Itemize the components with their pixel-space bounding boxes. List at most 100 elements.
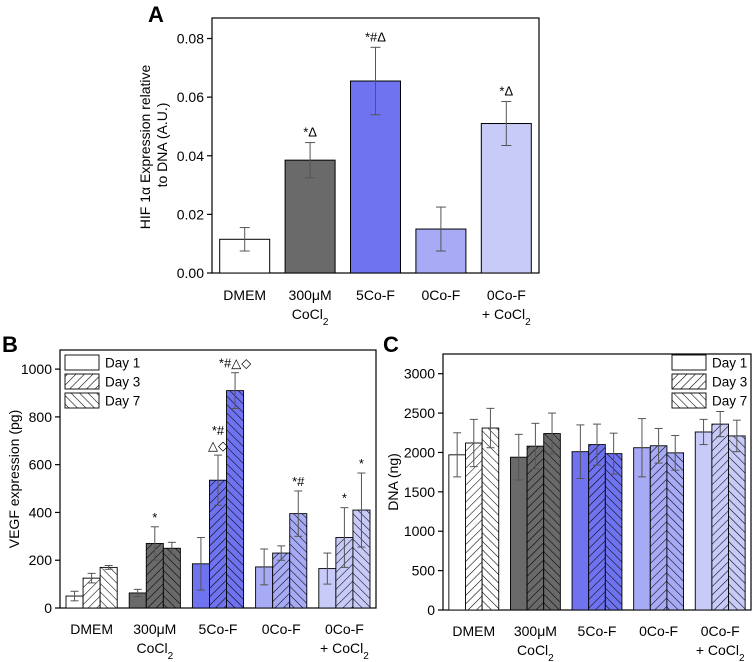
panel-c-bar-hatch: [650, 445, 667, 610]
panel-a-y-tick-label: 0.00: [177, 265, 204, 281]
panel-b-significance-label: *: [152, 510, 157, 525]
panel-b-legend-label: Day 1: [105, 356, 140, 371]
panel-c-y-axis-title: DNA (ng): [385, 453, 401, 511]
panel-b-x-label-line2: CoCl2: [136, 640, 173, 662]
panel-c-bar-hatch: [527, 446, 544, 610]
panel-c-dna-chart: DNA (ng) 0 500 1000 1500 2000 2500 3000 DMEM 30…: [385, 353, 752, 662]
panel-a-x-label-line2: CoCl2: [292, 306, 329, 328]
panel-b-bar-hatch: [226, 390, 244, 608]
panel-c-legend-label: Day 7: [712, 394, 747, 409]
panel-a-y-title-line2: to DNA (A.U.): [154, 103, 170, 188]
panel-c-y-tick-label: 3000: [404, 366, 435, 382]
panel-a-significance-label: *Δ: [499, 84, 513, 99]
panel-c-bar: [633, 447, 651, 610]
panel-c-y-tick-label: 1500: [404, 484, 435, 500]
panel-c-legend-label: Day 3: [712, 375, 747, 390]
panel-b-y-tick-label: 1000: [21, 361, 52, 377]
panel-b-bar-hatch: [352, 510, 370, 608]
panel-c-bar-hatch: [605, 453, 622, 610]
panel-b-bar-hatch: [335, 537, 353, 608]
panel-c-bar-hatch: [465, 443, 483, 610]
panel-a-y-axis-title: HIF 1α Expression relative to DNA (A.U.): [137, 61, 170, 229]
panel-c-legend-label: Day 1: [712, 356, 747, 371]
panel-a-x-label: 300μM: [289, 287, 332, 303]
panel-c-x-label: 300μM: [514, 623, 557, 639]
panel-c-bar: [448, 454, 466, 610]
panel-b-vegf-chart: VEGF expression (pg) 0 200 400 600 800 1000 *…: [6, 349, 377, 662]
panel-b-bar-hatch: [146, 543, 164, 608]
panel-b-legend-swatch: [64, 373, 100, 390]
panel-b-y-tick-label: 400: [29, 504, 53, 520]
panel-b-legend: Day 1 Day 3 Day 7: [64, 354, 140, 409]
panel-b-bar-hatch: [83, 578, 101, 608]
panel-c-bar-hatch: [666, 452, 684, 610]
panel-b-y-tick-label: 600: [29, 457, 53, 473]
panel-c-legend: Day 1 Day 3 Day 7: [671, 354, 747, 409]
panel-a-x-label: DMEM: [223, 287, 266, 303]
panel-c-x-label: DMEM: [452, 623, 495, 639]
panel-a-x-label: 0Co-F: [487, 287, 526, 303]
panel-c-bar-hatch: [728, 435, 746, 610]
panel-b-y-tick-label: 800: [29, 409, 53, 425]
panel-b-significance-label: *: [359, 456, 364, 471]
panel-c-bar: [572, 451, 589, 610]
panel-b-x-label: 0Co-F: [262, 621, 301, 637]
panel-b-bar: [66, 596, 84, 608]
panel-b-bar-hatch: [163, 548, 181, 608]
panel-b-x-label: 0Co-F: [325, 621, 364, 637]
panel-b-x-label-line2: + CoCl2: [320, 640, 369, 662]
panel-a-bar: [350, 80, 401, 274]
panel-c-x-label-line2: CoCl2: [517, 642, 554, 662]
panel-b-legend-swatch: [64, 392, 100, 409]
panel-b-legend-label: Day 3: [105, 375, 140, 390]
panel-b-bar: [318, 568, 336, 608]
panel-c-legend-swatch: [671, 392, 707, 409]
panel-c-bar-hatch: [482, 428, 499, 610]
panel-letter-c: C: [383, 332, 399, 357]
panel-a-significance-label: *#Δ: [365, 29, 386, 44]
panel-a-bar: [480, 123, 532, 274]
panel-b-bar-hatch: [209, 480, 227, 608]
panel-b-significance-label: △◇: [208, 438, 228, 453]
panel-c-bar: [695, 431, 712, 610]
panel-b-x-label: 300μM: [133, 621, 176, 637]
panel-b-x-label: DMEM: [70, 621, 113, 637]
panel-c-legend-swatch: [671, 373, 707, 390]
panel-c-y-tick-label: 1000: [404, 523, 435, 539]
panel-b-y-tick-label: 0: [44, 600, 52, 616]
panel-b-significance-label: *: [342, 491, 347, 506]
panel-c-y-tick-label: 2000: [404, 444, 435, 460]
panel-c-bar-hatch: [588, 444, 606, 610]
panel-a-significance-label: *Δ: [303, 125, 317, 140]
panel-a-x-label: 5Co-F: [356, 287, 395, 303]
panel-c-x-label-line2: + CoCl2: [696, 642, 745, 662]
panel-b-bar: [129, 592, 147, 608]
panel-b-bar-hatch: [289, 513, 307, 608]
panel-c-bar: [510, 457, 528, 610]
panel-b-y-axis-title: VEGF expression (pg): [6, 410, 22, 549]
panel-c-y-tick-label: 0: [427, 602, 435, 618]
panel-letter-b: B: [2, 332, 18, 357]
panel-a-y-tick-label: 0.06: [177, 89, 204, 105]
panel-b-significance-label: *#: [292, 474, 305, 489]
panel-a-y-tick-label: 0.02: [177, 206, 204, 222]
panel-c-x-label: 5Co-F: [578, 623, 617, 639]
panel-a-y-title-line1: HIF 1α Expression relative: [137, 64, 153, 229]
panel-c-x-label: 0Co-F: [639, 623, 678, 639]
panel-b-y-tick-label: 200: [29, 552, 53, 568]
panel-c-y-tick-label: 500: [412, 563, 436, 579]
panel-a-y-tick-label: 0.08: [177, 31, 204, 47]
panel-c-bar-hatch: [711, 424, 729, 610]
panel-a-hif-chart: HIF 1α Expression relative to DNA (A.U.)…: [137, 17, 540, 328]
panel-c-x-label: 0Co-F: [701, 623, 740, 639]
panel-a-y-tick-label: 0.04: [177, 148, 204, 164]
panel-b-bar-hatch: [272, 553, 290, 608]
panel-b-legend-swatch: [64, 354, 100, 371]
panel-c-y-tick-label: 2500: [404, 405, 435, 421]
panel-b-significance-label: *#: [212, 423, 225, 438]
panel-c-legend-swatch: [671, 354, 707, 371]
panel-b-bar: [255, 566, 273, 608]
panel-a-x-label-line2: + CoCl2: [482, 306, 531, 328]
panel-b-bar-hatch: [100, 567, 118, 608]
